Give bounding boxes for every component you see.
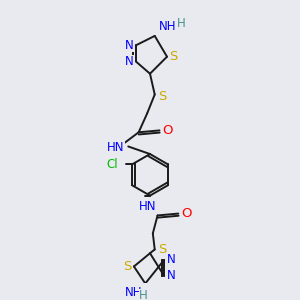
Text: HN: HN	[138, 200, 156, 212]
Text: S: S	[158, 90, 166, 103]
Text: S: S	[158, 243, 166, 256]
Text: S: S	[123, 260, 131, 273]
Text: Cl: Cl	[106, 158, 118, 171]
Text: N: N	[125, 39, 134, 52]
Text: N: N	[167, 269, 175, 282]
Text: N: N	[125, 55, 134, 68]
Text: HN: HN	[107, 141, 125, 154]
Text: H: H	[139, 289, 148, 300]
Text: NH: NH	[159, 20, 177, 33]
Text: N: N	[167, 254, 175, 266]
Text: O: O	[182, 207, 192, 220]
Text: S: S	[169, 50, 178, 63]
Text: NH: NH	[125, 286, 143, 299]
Text: H: H	[177, 17, 186, 30]
Text: O: O	[163, 124, 173, 137]
